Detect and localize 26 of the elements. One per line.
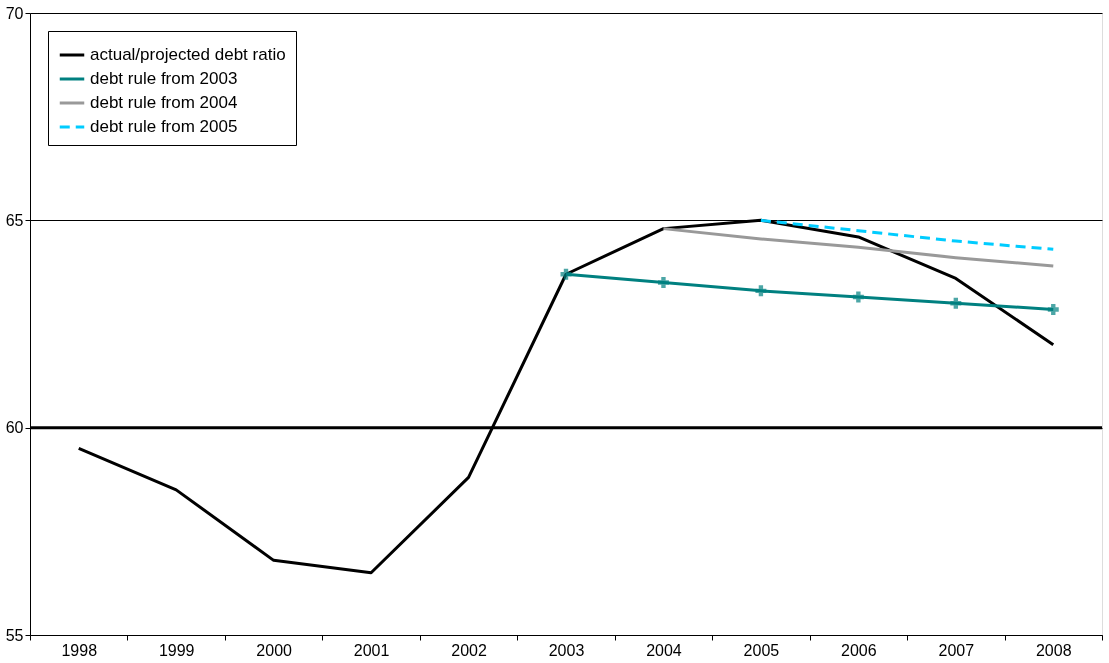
x-tick-label: 2002 — [451, 641, 487, 659]
x-tick-label: 2000 — [256, 641, 293, 659]
point — [1047, 304, 1059, 315]
x-tick-label: 2001 — [353, 641, 390, 659]
x-tick-label: 2008 — [1035, 641, 1072, 659]
y-tick-label: 55 — [5, 626, 24, 644]
point — [755, 285, 767, 297]
legend-label: debt rule from 2003 — [90, 69, 238, 88]
x-tick-label: 2005 — [743, 641, 780, 659]
x-tick-label: 2004 — [646, 641, 682, 659]
line-series — [759, 218, 1055, 251]
legend-label: debt rule from 2005 — [90, 117, 238, 136]
point — [852, 291, 864, 303]
legend-label: actual/projected debt ratio — [90, 45, 286, 64]
point — [950, 297, 962, 309]
legend-label: debt rule from 2004 — [90, 93, 238, 112]
x-tick-label: 2003 — [548, 641, 585, 659]
x-tick-label: 1998 — [61, 641, 98, 659]
y-tick-label: 60 — [5, 419, 24, 437]
x-tick-label: 1999 — [158, 641, 195, 659]
x-tick-label: 2006 — [841, 641, 877, 659]
y-tick-label: 65 — [5, 211, 24, 229]
x-tick-label: 2007 — [938, 641, 975, 659]
line-series — [661, 227, 1055, 268]
point — [657, 277, 669, 289]
y-tick-label: 70 — [5, 4, 24, 22]
